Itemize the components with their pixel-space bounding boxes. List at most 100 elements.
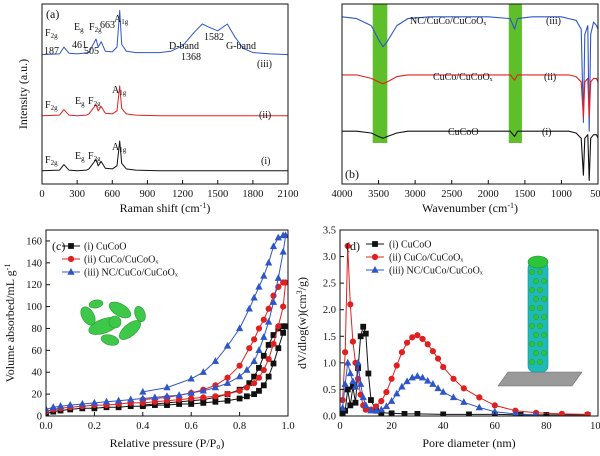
legend-label: (i) CuCoO	[389, 240, 432, 251]
pore-point	[460, 398, 468, 405]
panel-b-label-iii: NC/CuCo/CuCoOₓ	[410, 16, 486, 27]
legend-label: (iii) NC/CuCo/CuCoOₓ	[389, 266, 483, 277]
isotherm-point	[139, 394, 147, 402]
isotherm-point	[224, 391, 231, 398]
isotherm-point	[275, 345, 282, 352]
pore-point	[347, 301, 354, 308]
peak-label-f2g-ii-b: F2g	[88, 96, 101, 108]
peak-label-dband: D-band	[169, 41, 199, 52]
panel-b-tag-i: (i)	[542, 127, 551, 138]
pore-point	[351, 382, 360, 390]
panel-c-y-axis-title: Volume absorbed/mL g-1	[3, 264, 17, 383]
inset-particle	[537, 323, 543, 329]
inset-particle	[541, 296, 547, 302]
pore-point	[340, 403, 347, 411]
peak-label-f2g-ii: F2g	[45, 100, 58, 112]
isotherm-point	[223, 341, 232, 349]
isotherm-point	[279, 231, 287, 239]
isotherm-point	[199, 368, 207, 375]
pore-point	[476, 394, 483, 401]
legend-marker	[371, 265, 379, 273]
isotherm-point	[280, 303, 287, 310]
x-tick-label: 1.0	[281, 421, 294, 432]
x-tick-label: 1000	[551, 189, 572, 200]
pore-point	[414, 332, 421, 339]
isotherm-point	[256, 387, 262, 394]
pore-point	[362, 330, 369, 337]
peak-label-461: 461	[72, 40, 87, 51]
inset-particle	[529, 287, 535, 293]
panel-c-ticks: 0.0 0.2 0.4 0.6 0.8 1.0 0 20 40 60 80 100 120 140 160	[26, 236, 294, 432]
panel-c-particle-inset	[80, 299, 146, 346]
pore-point	[344, 242, 351, 250]
panel-b-x-axis-title: Wavenumber (cm-1)	[422, 201, 518, 215]
pore-point	[378, 398, 385, 405]
x-tick-label: 3000	[405, 189, 426, 200]
inset-particle	[529, 269, 535, 275]
y-tick-label: 60	[32, 346, 43, 357]
isotherm-point	[187, 388, 195, 396]
pore-point	[344, 386, 351, 393]
x-tick-label: 3500	[368, 189, 389, 200]
x-tick-label: 0.0	[39, 421, 52, 432]
isotherm-point	[224, 397, 231, 404]
pore-point	[354, 358, 362, 366]
pore-point	[349, 377, 357, 385]
isotherm-point	[236, 387, 243, 394]
x-tick-label: 0.4	[136, 421, 150, 432]
isotherm-point	[279, 247, 287, 255]
isotherm-point	[211, 383, 220, 391]
isotherm-point	[250, 293, 258, 301]
isotherm-point	[200, 394, 207, 401]
pore-point	[418, 373, 427, 381]
panel-a: 0 300 600 900 1200 1500 1800 2100 (a) Raman shi…	[16, 3, 299, 215]
peak-label-f2g-i: F2g	[45, 155, 58, 167]
panel-d-ticks: 0 20 40 60 80 100 0.0 0.5 1.0 1.5 2.0 2.5 3.0 3.5	[323, 226, 600, 433]
pore-point	[409, 334, 416, 341]
pore-point	[357, 380, 365, 387]
peak-label-eg-ii: Eg	[75, 96, 85, 108]
isotherm-point	[223, 379, 232, 386]
legend-marker	[68, 243, 74, 249]
pore-point	[344, 358, 352, 366]
panel-b-tag-iii: (iii)	[546, 16, 561, 27]
panel-a-letter: (a)	[46, 7, 59, 21]
panel-c-x-axis-title: Relative pressure (P/Po)	[110, 436, 225, 451]
x-tick-label: 600	[104, 189, 120, 200]
x-tick-label: 1200	[172, 189, 193, 200]
legend-label: (ii) CuCo/CuCoOₓ	[389, 253, 463, 264]
panel-a-peak-labels: F2g 187 461 505 Eg F2g 663 A1g D-band 13…	[44, 14, 256, 167]
isotherm-point	[243, 365, 251, 373]
pore-point	[382, 402, 391, 410]
y-tick-label: 140	[26, 258, 42, 269]
inset-particle	[541, 314, 547, 320]
peak-label-eg-i: Eg	[75, 151, 85, 163]
isotherm-point	[243, 393, 250, 400]
inset-particle	[533, 332, 539, 338]
legend-label: (i) CuCoO	[84, 242, 127, 253]
isotherm-point	[212, 393, 219, 400]
x-tick-label: 1500	[207, 189, 228, 200]
panel-b-x-ticks: 4000 3500 3000 2500 2000 1500 1000 500	[332, 180, 600, 200]
peak-label-505: 505	[84, 46, 99, 57]
x-tick-label: 20	[386, 421, 397, 432]
pore-point	[512, 409, 519, 416]
inset-particle	[537, 305, 543, 311]
isotherm-point	[280, 279, 287, 286]
isotherm-point	[270, 340, 277, 347]
x-tick-label: 2100	[278, 189, 299, 200]
x-tick-label: 500	[590, 189, 600, 200]
isotherm-point	[235, 324, 244, 332]
pore-point	[558, 410, 565, 416]
highlight-band	[508, 4, 522, 143]
pore-point	[450, 375, 457, 382]
pore-point	[362, 401, 370, 409]
pore-point	[357, 333, 364, 340]
legend-label: (ii) CuCo/CuCoOₓ	[84, 255, 158, 266]
y-tick-label: 80	[32, 324, 43, 335]
pore-point	[440, 364, 447, 371]
pore-point	[401, 410, 408, 416]
series-tag-iii: (iii)	[257, 59, 272, 70]
isotherm-point	[260, 382, 267, 389]
panel-d-x-axis-title: Pore diameter (nm)	[422, 436, 515, 450]
